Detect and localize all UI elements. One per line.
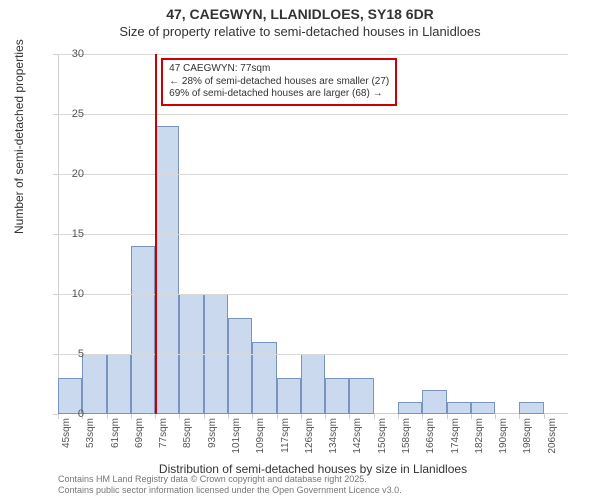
x-tick-label: 85sqm <box>182 418 193 448</box>
x-tick-mark <box>398 414 399 419</box>
x-tick-label: 53sqm <box>85 418 96 448</box>
annotation-line: 47 CAEGWYN: 77sqm <box>169 63 389 76</box>
histogram-bar <box>107 354 131 414</box>
histogram-bar <box>519 402 543 414</box>
chart-title-sub: Size of property relative to semi-detach… <box>0 24 600 39</box>
footer-line-1: Contains HM Land Registry data © Crown c… <box>58 474 402 485</box>
gridline <box>58 354 568 355</box>
x-tick-mark <box>325 414 326 419</box>
histogram-bar <box>155 126 179 414</box>
gridline <box>58 114 568 115</box>
x-tick-mark <box>204 414 205 419</box>
y-axis-label: Number of semi-detached properties <box>12 39 26 234</box>
x-tick-label: 198sqm <box>522 418 533 454</box>
x-tick-label: 117sqm <box>280 418 291 453</box>
chart-title-main: 47, CAEGWYN, LLANIDLOES, SY18 6DR <box>0 6 600 22</box>
x-tick-label: 142sqm <box>352 418 363 454</box>
x-tick-mark <box>252 414 253 419</box>
x-tick-label: 150sqm <box>377 418 388 454</box>
histogram-bar <box>398 402 422 414</box>
histogram-bar <box>325 378 349 414</box>
histogram-bar <box>277 378 301 414</box>
histogram-bar <box>131 246 155 414</box>
x-tick-mark <box>301 414 302 419</box>
x-tick-mark <box>544 414 545 419</box>
x-tick-mark <box>374 414 375 419</box>
gridline <box>58 234 568 235</box>
x-tick-mark <box>422 414 423 419</box>
annotation-line: 69% of semi-detached houses are larger (… <box>169 88 389 101</box>
footer-line-2: Contains public sector information licen… <box>58 485 402 496</box>
gridline <box>58 54 568 55</box>
x-tick-mark <box>107 414 108 419</box>
y-tick-label: 20 <box>54 168 84 180</box>
histogram-bar <box>228 318 252 414</box>
x-tick-label: 182sqm <box>474 418 485 454</box>
chart-title-block: 47, CAEGWYN, LLANIDLOES, SY18 6DR Size o… <box>0 0 600 39</box>
annotation-box: 47 CAEGWYN: 77sqm← 28% of semi-detached … <box>161 58 397 106</box>
x-tick-label: 174sqm <box>450 418 461 454</box>
y-tick-label: 5 <box>54 348 84 360</box>
y-tick-label: 10 <box>54 288 84 300</box>
x-tick-mark <box>131 414 132 419</box>
y-tick-label: 25 <box>54 108 84 120</box>
attribution-footer: Contains HM Land Registry data © Crown c… <box>58 474 402 497</box>
x-tick-label: 190sqm <box>498 418 509 454</box>
chart-plot-area: 45sqm53sqm61sqm69sqm77sqm85sqm93sqm101sq… <box>58 54 568 414</box>
x-tick-label: 126sqm <box>304 418 315 454</box>
x-tick-label: 69sqm <box>134 418 145 448</box>
x-tick-label: 134sqm <box>328 418 339 454</box>
x-tick-label: 206sqm <box>547 418 558 454</box>
y-tick-label: 0 <box>54 408 84 420</box>
property-marker-line <box>155 54 157 414</box>
x-tick-label: 93sqm <box>207 418 218 448</box>
histogram-bar <box>301 354 325 414</box>
x-tick-mark <box>228 414 229 419</box>
histogram-bar <box>471 402 495 414</box>
histogram-bar <box>82 354 106 414</box>
x-tick-mark <box>471 414 472 419</box>
x-tick-label: 45sqm <box>61 418 72 448</box>
x-tick-label: 61sqm <box>110 418 121 448</box>
histogram-bar <box>422 390 446 414</box>
gridline <box>58 294 568 295</box>
y-tick-label: 30 <box>54 48 84 60</box>
x-tick-mark <box>155 414 156 419</box>
x-tick-mark <box>447 414 448 419</box>
gridline <box>58 174 568 175</box>
x-tick-label: 77sqm <box>158 418 169 448</box>
x-tick-mark <box>179 414 180 419</box>
x-tick-label: 109sqm <box>255 418 266 454</box>
annotation-line: ← 28% of semi-detached houses are smalle… <box>169 76 389 89</box>
x-tick-mark <box>277 414 278 419</box>
x-tick-mark <box>519 414 520 419</box>
x-tick-mark <box>495 414 496 419</box>
x-tick-label: 166sqm <box>425 418 436 454</box>
y-tick-label: 15 <box>54 228 84 240</box>
histogram-bar <box>447 402 471 414</box>
x-tick-label: 101sqm <box>231 418 242 454</box>
x-tick-mark <box>349 414 350 419</box>
x-tick-label: 158sqm <box>401 418 412 454</box>
histogram-bar <box>252 342 276 414</box>
histogram-bar <box>349 378 373 414</box>
